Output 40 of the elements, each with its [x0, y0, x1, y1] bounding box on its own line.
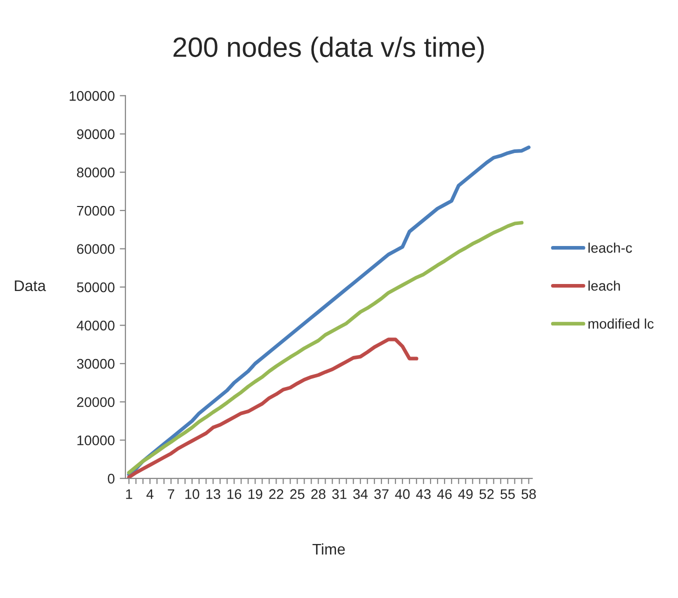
- legend-label: leach: [588, 280, 620, 291]
- x-tick-label: 1: [126, 489, 132, 499]
- x-tick-label: 31: [332, 489, 346, 500]
- line-series: [127, 220, 524, 474]
- x-axis-title: Time: [312, 543, 345, 555]
- y-tick-label: 100000: [70, 91, 114, 101]
- y-tick-label: 0: [108, 474, 114, 484]
- x-tick-label: 49: [458, 489, 473, 500]
- x-tick-label: 22: [269, 489, 284, 499]
- line-series: [127, 338, 418, 478]
- y-tick-label: 20000: [77, 397, 114, 408]
- y-tick-label: 60000: [77, 244, 114, 254]
- legend-label: leach-c: [588, 242, 632, 253]
- y-tick-label: 70000: [77, 206, 114, 216]
- x-tick-label: 25: [290, 489, 304, 500]
- x-tick-label: 19: [248, 489, 262, 500]
- x-tick-label: 13: [206, 489, 220, 500]
- x-tick-label: 34: [353, 489, 368, 500]
- y-axis-title: Data: [14, 280, 46, 292]
- x-tick-label: 58: [522, 489, 536, 500]
- y-tick-label: 90000: [77, 129, 114, 140]
- line-series: [127, 146, 531, 476]
- x-tick-label: 40: [395, 489, 410, 500]
- x-tick-label: 16: [227, 489, 242, 500]
- x-tick-label: 10: [185, 489, 200, 500]
- x-tick-label: 28: [311, 489, 326, 500]
- chart-title: 200 nodes (data v/s time): [174, 36, 484, 63]
- x-tick-label: 43: [416, 489, 431, 500]
- y-tick-label: 80000: [77, 168, 114, 178]
- y-tick-label: 50000: [76, 282, 114, 292]
- x-tick-label: 52: [479, 489, 494, 500]
- x-tick-label: 4: [146, 489, 154, 499]
- x-tick-label: 46: [437, 489, 452, 500]
- legend-label: modified lc: [588, 318, 654, 329]
- y-tick-label: 40000: [76, 320, 114, 330]
- y-tick-label: 10000: [77, 435, 114, 446]
- x-tick-label: 7: [168, 489, 174, 499]
- y-tick-label: 30000: [76, 358, 114, 369]
- x-tick-label: 55: [500, 489, 515, 500]
- x-tick-label: 37: [374, 489, 388, 500]
